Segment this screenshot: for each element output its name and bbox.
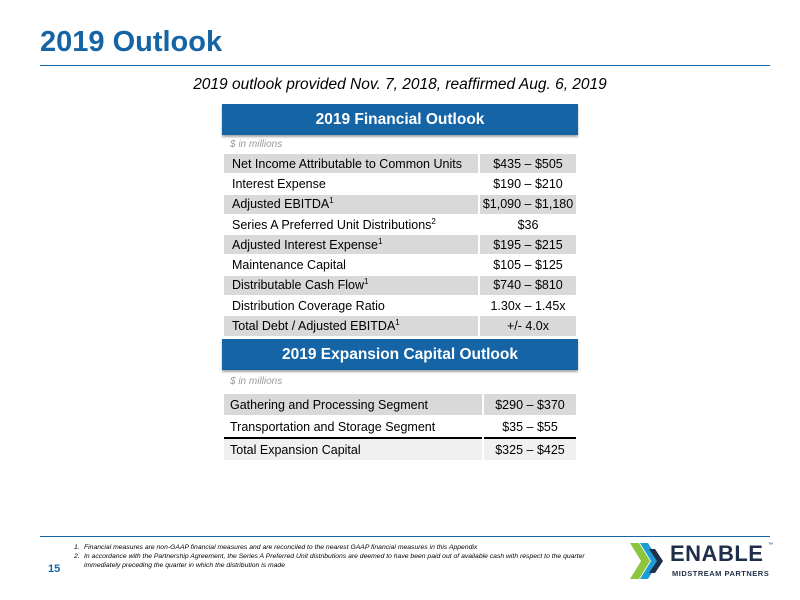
table-row: Total Debt / Adjusted EBITDA1 +/- 4.0x	[224, 315, 576, 337]
table-row: Net Income Attributable to Common Units …	[224, 154, 576, 175]
table-row: Interest Expense $190 – $210	[224, 173, 576, 195]
expansion-units-note: $ in millions	[230, 376, 283, 387]
table-row: Adjusted Interest Expense1 $195 – $215	[224, 234, 576, 256]
row-label: Net Income Attributable to Common Units	[224, 154, 479, 175]
footnote-text: In accordance with the Partnership Agree…	[84, 553, 585, 569]
row-value: $36	[478, 214, 576, 236]
row-value: $105 – $125	[478, 254, 576, 276]
row-label: Adjusted Interest Expense1	[224, 234, 479, 256]
table-row: Gathering and Processing Segment $290 – …	[224, 394, 576, 416]
table-row: Transportation and Storage Segment $35 –…	[224, 415, 576, 439]
page-number: 15	[48, 563, 61, 575]
row-label: Series A Preferred Unit Distributions2	[224, 214, 479, 236]
row-label: Interest Expense	[224, 173, 479, 195]
trademark-mark: ™	[768, 542, 773, 548]
total-label: Total Expansion Capital	[224, 437, 483, 461]
financial-outlook-table: Net Income Attributable to Common Units …	[224, 154, 576, 337]
outlook-subtitle: 2019 outlook provided Nov. 7, 2018, reaf…	[193, 76, 607, 93]
row-label: Maintenance Capital	[224, 254, 479, 276]
chevron-logo-icon	[630, 543, 663, 579]
row-value: $190 – $210	[478, 173, 576, 195]
row-label: Total Debt / Adjusted EBITDA1	[224, 315, 479, 337]
page-title: 2019 Outlook	[40, 26, 223, 58]
footnote: 1. Financial measures are non-GAAP finan…	[74, 543, 622, 552]
financial-outlook-header: 2019 Financial Outlook	[222, 104, 578, 135]
row-value: $195 – $215	[478, 234, 576, 256]
row-label: Transportation and Storage Segment	[224, 415, 483, 439]
footnote-text: Financial measures are non-GAAP financia…	[84, 544, 478, 551]
row-label: Distribution Coverage Ratio	[224, 295, 479, 317]
table-row: Adjusted EBITDA1 $1,090 – $1,180	[224, 194, 576, 215]
row-value: $290 – $370	[482, 394, 576, 416]
row-value: $435 – $505	[478, 154, 576, 175]
footnote-number: 1.	[74, 544, 80, 551]
footer-divider	[40, 536, 770, 537]
logo-tagline: MIDSTREAM PARTNERS	[672, 569, 770, 578]
row-label: Distributable Cash Flow1	[224, 275, 479, 297]
expansion-outlook-header: 2019 Expansion Capital Outlook	[222, 339, 578, 370]
row-label: Adjusted EBITDA1	[224, 194, 479, 215]
row-value: $35 – $55	[482, 415, 576, 439]
footnotes: 1. Financial measures are non-GAAP finan…	[74, 543, 622, 570]
financial-units-note: $ in millions	[230, 139, 283, 150]
row-value: $1,090 – $1,180	[478, 194, 576, 215]
row-value: 1.30x – 1.45x	[478, 295, 576, 317]
table-row: Series A Preferred Unit Distributions2 $…	[224, 214, 576, 236]
logo-wordmark: ENABLE	[670, 541, 764, 566]
total-value: $325 – $425	[482, 437, 576, 461]
row-value: +/- 4.0x	[478, 315, 576, 337]
table-row: Distributable Cash Flow1 $740 – $810	[224, 275, 576, 297]
row-label: Gathering and Processing Segment	[224, 394, 483, 416]
table-row: Maintenance Capital $105 – $125	[224, 254, 576, 276]
total-row: Total Expansion Capital $325 – $425	[224, 437, 576, 461]
title-divider	[40, 65, 770, 66]
expansion-outlook-table: Gathering and Processing Segment $290 – …	[224, 394, 576, 461]
footnote: 2. In accordance with the Partnership Ag…	[74, 552, 622, 570]
row-value: $740 – $810	[478, 275, 576, 297]
enable-logo: ENABLE ™ MIDSTREAM PARTNERS	[628, 540, 773, 582]
table-row: Distribution Coverage Ratio 1.30x – 1.45…	[224, 295, 576, 317]
footnote-number: 2.	[74, 553, 80, 560]
